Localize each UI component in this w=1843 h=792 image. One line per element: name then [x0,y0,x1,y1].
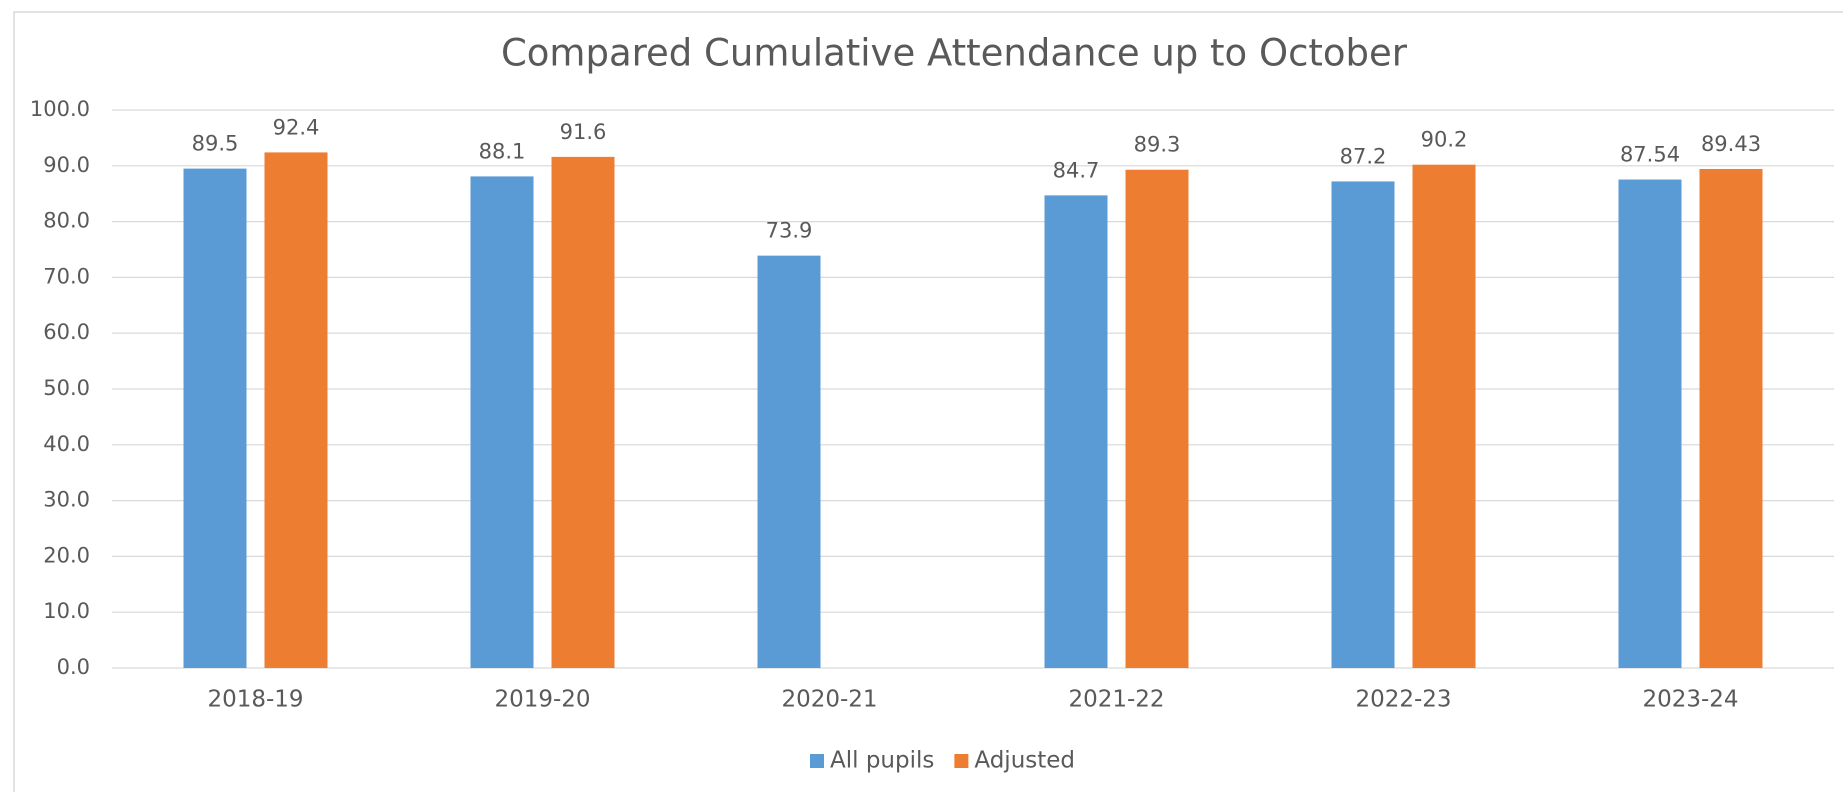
y-tick-label: 10.0 [43,599,90,623]
data-label: 91.6 [560,120,607,144]
y-tick-label: 0.0 [57,655,90,679]
data-label: 89.3 [1134,133,1181,157]
y-tick-label: 20.0 [43,543,90,567]
x-tick-label: 2022-23 [1355,687,1451,713]
legend-label: All pupils [830,748,934,774]
y-tick-label: 70.0 [43,264,90,288]
x-tick-label: 2021-22 [1068,687,1164,713]
bar [757,255,821,668]
data-label: 87.2 [1340,144,1387,168]
x-tick-label: 2019-20 [494,687,590,713]
y-tick-label: 50.0 [43,376,90,400]
data-label: 89.5 [192,132,239,156]
legend-label: Adjusted [974,748,1075,774]
bar [1699,168,1763,669]
bar [1125,169,1189,668]
data-label: 73.9 [766,219,813,243]
legend-swatch [810,754,824,768]
data-label: 90.2 [1421,128,1468,152]
bar [1618,179,1682,668]
y-tick-label: 40.0 [43,432,90,456]
data-label: 92.4 [273,115,320,139]
bar [264,152,328,668]
y-tick-label: 90.0 [43,153,90,177]
bar [551,156,615,668]
bar [1331,181,1395,668]
y-tick-label: 60.0 [43,320,90,344]
data-label: 88.1 [479,139,526,163]
y-tick-label: 100.0 [30,97,90,121]
bar [183,168,247,668]
bar [470,176,534,669]
bar [1412,164,1476,668]
y-tick-label: 30.0 [43,488,90,512]
data-label: 87.54 [1620,143,1680,167]
x-tick-label: 2018-19 [207,687,303,713]
data-label: 84.7 [1053,158,1100,182]
legend-swatch [954,754,969,768]
y-tick-label: 80.0 [43,209,90,233]
chart-title: Compared Cumulative Attendance up to Oct… [501,32,1408,75]
x-tick-label: 2023-24 [1642,687,1738,713]
x-tick-label: 2020-21 [781,687,877,713]
bar [1044,195,1108,668]
data-label: 89.43 [1701,132,1761,156]
